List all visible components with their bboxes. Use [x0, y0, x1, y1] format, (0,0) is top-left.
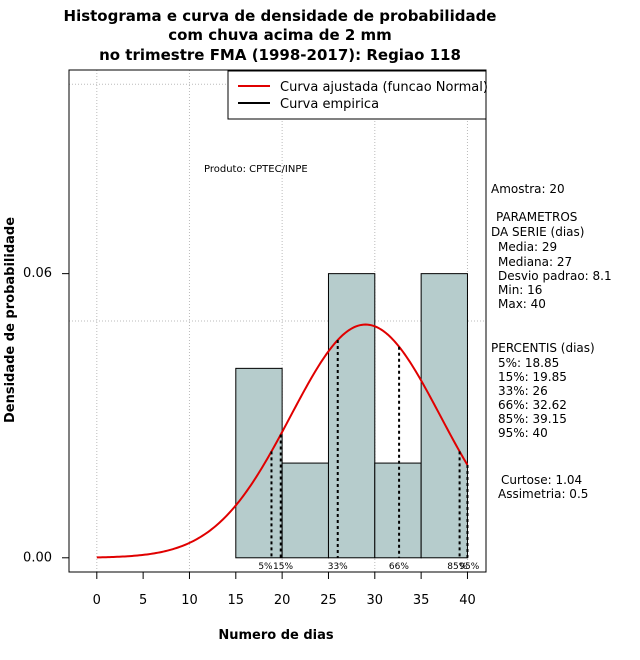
x-tick-label-6: 30	[367, 593, 384, 608]
y-tick-label-1: 0.06	[23, 266, 52, 281]
histogram-bar-4	[420, 273, 468, 559]
stat-p85: 85%: 39.15	[498, 412, 567, 426]
histogram-bar-0	[235, 367, 283, 559]
stat-p66: 66%: 32.62	[498, 398, 567, 412]
x-tick-label-7: 35	[413, 593, 430, 608]
y-tick-label-0: 0.00	[23, 550, 52, 565]
stat-p33: 33%: 26	[498, 384, 548, 398]
x-tick-label-0: 0	[93, 593, 101, 608]
stat-curtose: Curtose: 1.04	[501, 473, 583, 487]
percentile-label-2: 33%	[328, 562, 348, 572]
y-axis-label: Densidade de probabilidade	[3, 217, 18, 423]
stat-param-title-2: DA SERIE (dias)	[491, 225, 585, 239]
plot-frame	[68, 69, 487, 573]
percentile-label-4: 85%	[447, 562, 467, 572]
chart-title-line-1: Histograma e curva de densidade de proba…	[63, 7, 497, 25]
x-tick-label-2: 10	[181, 593, 198, 608]
percentile-label-1: 15%	[273, 562, 293, 572]
legend: Curva ajustada (funcao Normal) Curva emp…	[227, 70, 488, 120]
histogram-bar-1	[281, 462, 329, 559]
legend-empirical-label: Curva empirica	[280, 97, 379, 112]
stat-mediana: Mediana: 27	[498, 255, 573, 269]
x-tick-label-5: 25	[320, 593, 337, 608]
percentile-label-0: 5%	[258, 562, 273, 572]
x-tick-label-8: 40	[459, 593, 476, 608]
x-axis-label: Numero de dias	[218, 628, 334, 643]
stat-max: Max: 40	[498, 297, 546, 311]
stat-p95: 95%: 40	[498, 426, 548, 440]
x-tick-label-3: 15	[228, 593, 245, 608]
stat-percentis-title: PERCENTIS (dias)	[491, 341, 595, 355]
stat-p5: 5%: 18.85	[498, 356, 560, 370]
histogram-bar-3	[374, 462, 422, 559]
legend-box	[227, 70, 487, 120]
stat-desvio: Desvio padrao: 8.1	[498, 269, 612, 283]
stat-param-title-1: PARAMETROS	[496, 210, 578, 224]
percentile-label-5: 95%	[459, 562, 479, 572]
stat-assimetria: Assimetria: 0.5	[498, 487, 589, 501]
fit-curve-line	[96, 323, 469, 559]
stat-p15: 15%: 19.85	[498, 370, 567, 384]
stat-min: Min: 16	[498, 283, 543, 297]
product-label: Produto: CPTEC/INPE	[204, 164, 308, 175]
chart-title-line-3: no trimestre FMA (1998-2017): Regiao 118	[99, 46, 461, 64]
chart-title-line-2: com chuva acima de 2 mm	[168, 26, 392, 44]
percentile-label-3: 66%	[389, 562, 409, 572]
stat-amostra: Amostra: 20	[491, 182, 565, 196]
x-tick-label-4: 20	[274, 593, 291, 608]
x-tick-label-1: 5	[139, 593, 147, 608]
legend-fit-label: Curva ajustada (funcao Normal)	[280, 80, 488, 95]
stat-media: Media: 29	[498, 240, 558, 254]
histogram-bar-2	[327, 273, 376, 559]
